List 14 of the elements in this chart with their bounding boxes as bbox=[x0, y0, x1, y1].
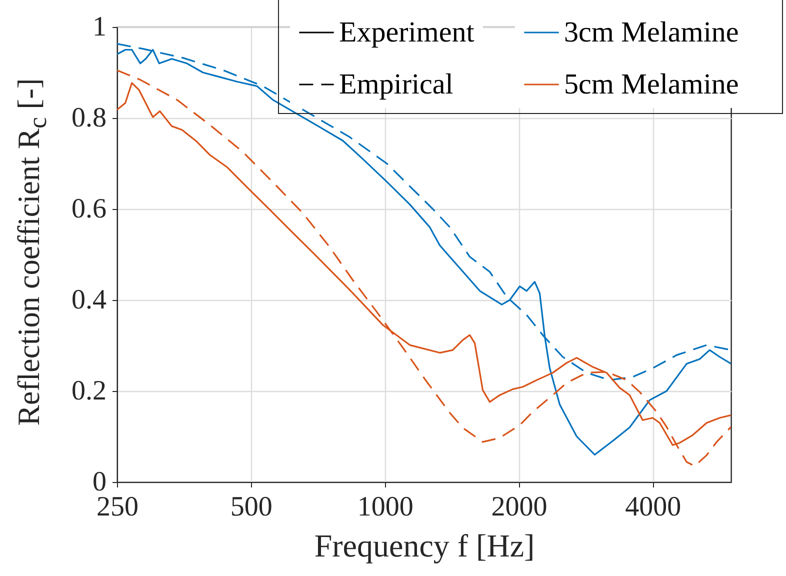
x-tick-label: 1000 bbox=[357, 492, 414, 522]
annotation: Empirical bbox=[339, 68, 454, 100]
y-tick-label: 0.4 bbox=[72, 284, 106, 316]
legend-label: 3cm Melamine bbox=[564, 16, 739, 48]
annotation: Experiment bbox=[339, 16, 474, 48]
y-tick-label: 1 bbox=[92, 12, 106, 42]
y-tick-label: 0.8 bbox=[72, 102, 106, 134]
x-tick-label: 500 bbox=[230, 492, 272, 522]
x-tick-label: 4000 bbox=[625, 492, 682, 522]
legend-label: 5cm Melamine bbox=[564, 68, 739, 100]
y-tick-label: 0.6 bbox=[72, 194, 106, 224]
x-axis-title: Frequency f [Hz] bbox=[314, 528, 535, 564]
x-tick-label: 2000 bbox=[491, 492, 548, 522]
y-tick-label: 0.2 bbox=[72, 376, 106, 406]
